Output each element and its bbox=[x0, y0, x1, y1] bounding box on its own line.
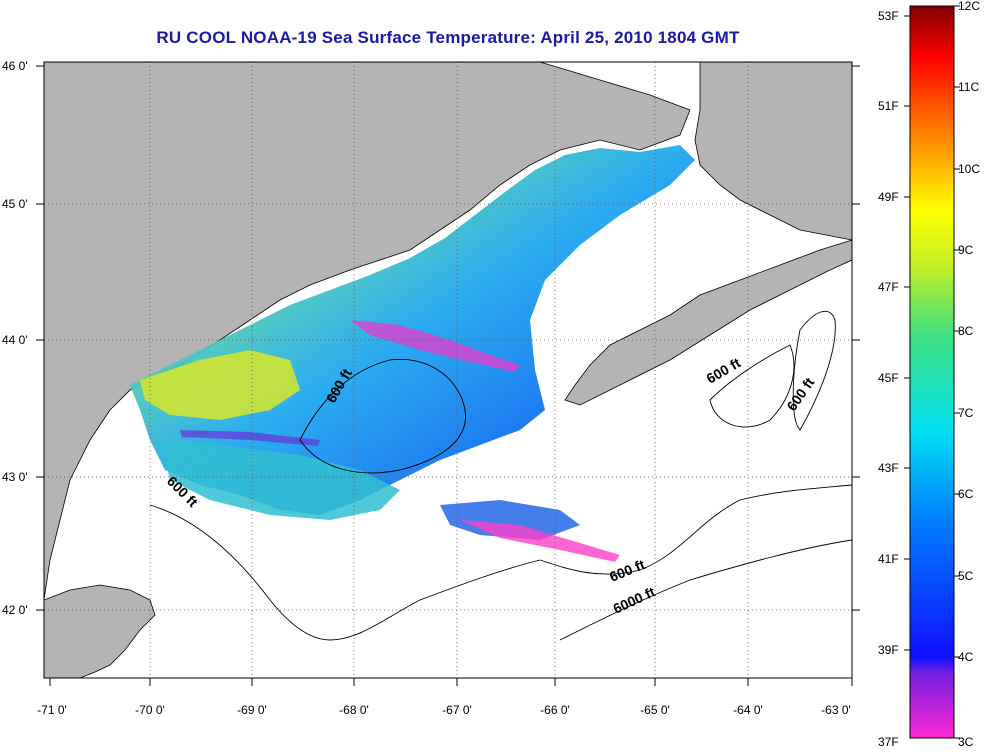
colorbar-f-label: 45F bbox=[878, 371, 899, 385]
colorbar-f-label: 43F bbox=[878, 461, 899, 475]
contour-600-east bbox=[539, 484, 852, 575]
colorbar-c-label: 6C bbox=[958, 487, 974, 501]
contour-6000 bbox=[559, 539, 852, 641]
colorbar-f-label: 37F bbox=[878, 735, 899, 749]
colorbar-c-label: 9C bbox=[958, 243, 974, 257]
sst-warm-patch bbox=[140, 350, 300, 420]
contour-600-basin bbox=[299, 358, 466, 474]
contour-600-west bbox=[149, 504, 541, 641]
colorbar-c-label: 12C bbox=[958, 0, 980, 13]
colorbar-c-label: 7C bbox=[958, 406, 974, 420]
graticule bbox=[44, 62, 852, 678]
lat-label: 44 0' bbox=[2, 333, 28, 347]
land-masses bbox=[44, 62, 852, 678]
lon-label: -69 0' bbox=[237, 703, 267, 717]
lon-label: -70 0' bbox=[135, 703, 165, 717]
lon-label: -65 0' bbox=[640, 703, 670, 717]
map-area: 600 ft 600 ft 600 ft 600 ft 600 ft 6000 … bbox=[44, 62, 852, 678]
colorbar-c-label: 10C bbox=[958, 162, 980, 176]
contour-600-ne2 bbox=[792, 310, 836, 431]
land-northeast bbox=[694, 62, 852, 241]
lat-label: 45 0' bbox=[2, 197, 28, 211]
colorbar: 53F 51F 49F 47F 45F 43F 41F 39F 37F 12C … bbox=[878, 0, 980, 749]
sst-cold-streak-1 bbox=[350, 320, 520, 372]
colorbar-c-label: 11C bbox=[958, 80, 979, 94]
sst-cold-streak-2 bbox=[460, 520, 620, 562]
lon-label: -68 0' bbox=[339, 703, 369, 717]
latitude-labels: 46 0' 45 0' 44 0' 43 0' 42 0' bbox=[2, 59, 28, 617]
land-nova-scotia bbox=[564, 239, 852, 406]
map-frame bbox=[43, 61, 853, 679]
colorbar-c-label: 5C bbox=[958, 569, 974, 583]
colorbar-f-label: 47F bbox=[878, 280, 899, 294]
colorbar-c-label: 8C bbox=[958, 324, 974, 338]
lon-label: -64 0' bbox=[733, 703, 763, 717]
lon-label: -67 0' bbox=[442, 703, 472, 717]
colorbar-gradient bbox=[909, 5, 955, 739]
colorbar-f-label: 41F bbox=[878, 552, 899, 566]
colorbar-f-label: 53F bbox=[878, 9, 899, 23]
land-mainland bbox=[44, 62, 691, 601]
colorbar-c-label: 3C bbox=[958, 735, 974, 749]
sst-south-band bbox=[160, 440, 400, 520]
lat-label: 46 0' bbox=[2, 59, 28, 73]
sst-field bbox=[130, 145, 695, 562]
map-title: RU COOL NOAA-19 Sea Surface Temperature:… bbox=[156, 28, 740, 47]
colorbar-c-label: 4C bbox=[958, 650, 974, 664]
lon-label: -71 0' bbox=[37, 703, 67, 717]
lon-label: -63 0' bbox=[821, 703, 851, 717]
bathymetry-contours bbox=[149, 310, 852, 641]
longitude-labels: -71 0' -70 0' -69 0' -68 0' -67 0' -66 0… bbox=[37, 703, 851, 717]
lon-label: -66 0' bbox=[540, 703, 570, 717]
contour-600-ne1 bbox=[709, 344, 795, 428]
colorbar-f-label: 51F bbox=[878, 99, 899, 113]
land-cape-cod bbox=[44, 584, 156, 678]
lat-label: 42 0' bbox=[2, 603, 28, 617]
colorbar-f-label: 49F bbox=[878, 190, 899, 204]
sst-cold-streak-3 bbox=[180, 430, 320, 446]
sst-east-patch bbox=[440, 500, 580, 540]
colorbar-f-label: 39F bbox=[878, 643, 899, 657]
lat-label: 43 0' bbox=[2, 470, 28, 484]
frame-ticks bbox=[36, 65, 860, 686]
